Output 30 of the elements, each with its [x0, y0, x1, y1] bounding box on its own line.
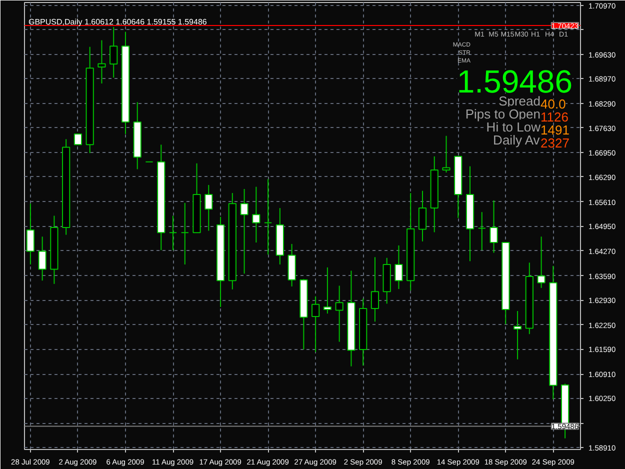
annotation: Daily Av — [493, 132, 540, 148]
candlestick — [418, 190, 427, 242]
candlestick — [335, 285, 344, 342]
candlestick — [180, 202, 189, 265]
candlestick — [74, 134, 82, 146]
text: GBPUSD,Daily 1.60612 1.60646 1.59155 1.59486 — [28, 18, 208, 26]
candlestick — [490, 200, 498, 254]
candlestick — [110, 26, 118, 78]
candlestick — [537, 236, 546, 288]
candlestick — [442, 135, 450, 174]
candlestick — [370, 256, 380, 322]
candlestick — [394, 244, 403, 290]
candlestick — [240, 188, 248, 274]
annotation: 2327 — [540, 136, 570, 150]
candlestick — [312, 296, 320, 353]
candlestick — [264, 178, 272, 256]
candlestick — [38, 236, 46, 282]
annotation: 40.0 — [540, 96, 566, 112]
candlestick — [323, 266, 332, 314]
candlestick — [98, 40, 106, 84]
candlestick — [513, 310, 522, 360]
candlestick — [204, 184, 213, 232]
candlestick — [252, 186, 260, 243]
annotation: 1491 — [540, 122, 570, 138]
annotation: 1126 — [540, 110, 568, 124]
candlestick — [26, 203, 35, 265]
candlestick — [168, 215, 178, 251]
candlestick — [478, 212, 486, 251]
annotation: Pips to Open — [465, 106, 540, 122]
annotation: Hi to Low — [486, 120, 542, 134]
